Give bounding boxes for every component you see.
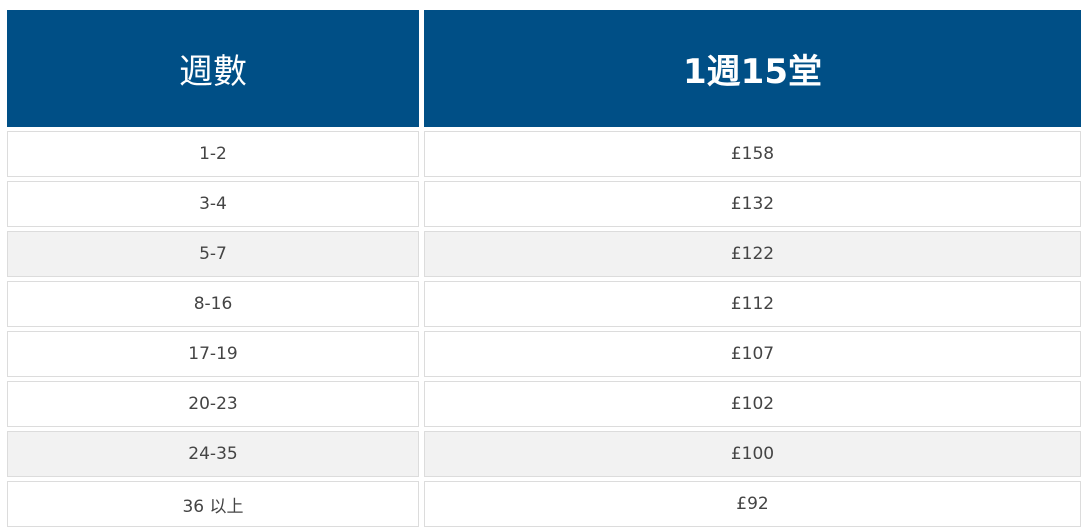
table-row: 24-35 £100 xyxy=(7,431,1081,477)
table-row: 3-4 £132 xyxy=(7,181,1081,227)
table-row: 20-23 £102 xyxy=(7,381,1081,427)
price-table: 週數 1週15堂 1-2 £158 3-4 £132 5-7 £122 8-16 £112 17… xyxy=(7,10,1081,531)
table-row: 1-2 £158 xyxy=(7,131,1081,177)
table-row: 36 以上 £92 xyxy=(7,481,1081,527)
price-cell: £102 xyxy=(424,381,1081,427)
weeks-cell: 17-19 xyxy=(7,331,419,377)
weeks-cell: 5-7 xyxy=(7,231,419,277)
price-cell: £158 xyxy=(424,131,1081,177)
header-row: 週數 1週15堂 xyxy=(7,10,1081,127)
weeks-cell: 20-23 xyxy=(7,381,419,427)
header-cell: 1週15堂 xyxy=(424,10,1081,127)
table-row: 5-7 £122 xyxy=(7,231,1081,277)
price-cell: £132 xyxy=(424,181,1081,227)
price-cell: £107 xyxy=(424,331,1081,377)
weeks-cell: 3-4 xyxy=(7,181,419,227)
weeks-cell: 8-16 xyxy=(7,281,419,327)
weeks-cell: 1-2 xyxy=(7,131,419,177)
header-cell: 週數 xyxy=(7,10,419,127)
price-cell: £100 xyxy=(424,431,1081,477)
price-cell: £92 xyxy=(424,481,1081,527)
table-row: 8-16 £112 xyxy=(7,281,1081,327)
table-row: 17-19 £107 xyxy=(7,331,1081,377)
weeks-cell: 36 以上 xyxy=(7,481,419,527)
price-cell: £122 xyxy=(424,231,1081,277)
weeks-cell: 24-35 xyxy=(7,431,419,477)
price-cell: £112 xyxy=(424,281,1081,327)
